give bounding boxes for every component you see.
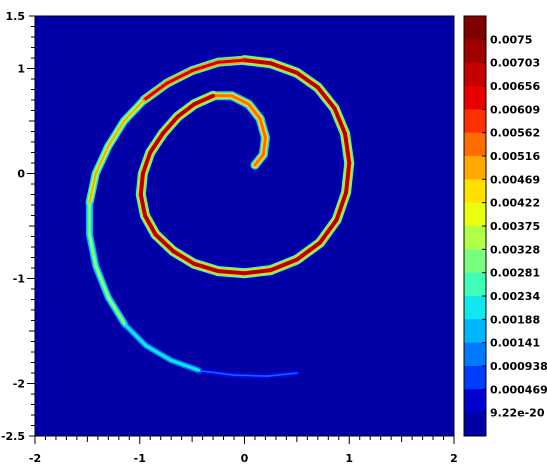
spiral-segment-core xyxy=(170,359,202,372)
spiral-segment-core xyxy=(192,93,216,107)
spiral-segment-core xyxy=(343,131,352,165)
colorbar-label: 0.00656 xyxy=(490,80,540,93)
spiral-segment-core xyxy=(344,161,352,195)
colorbar-swatch xyxy=(464,179,486,204)
spiral-segment-core xyxy=(190,60,220,73)
spiral-segment-core xyxy=(261,136,267,157)
colorbar-swatch xyxy=(464,319,486,344)
colorbar-label: 0.00141 xyxy=(490,337,540,350)
colorbar-swatch xyxy=(464,412,486,437)
colorbar-label: 9.22e-20 xyxy=(490,407,545,420)
spiral-segment-core xyxy=(171,249,197,266)
colorbar-label: 0.00188 xyxy=(490,313,540,326)
spiral-segment-core xyxy=(148,131,165,155)
colorbar-label: 0.0075 xyxy=(490,33,532,46)
x-tick-label: 2 xyxy=(450,452,458,465)
spiral-segment-core xyxy=(294,70,320,90)
spiral-segment-core xyxy=(230,94,251,106)
colorbar-label: 0.00328 xyxy=(490,243,540,256)
colorbar-label: 0.000938 xyxy=(490,360,547,373)
y-tick-label: 1 xyxy=(17,63,25,76)
spiral-segment-core xyxy=(88,172,97,204)
colorbar-label: 0.00609 xyxy=(490,103,540,116)
colorbar-swatch xyxy=(464,249,486,274)
spiral-segment-core xyxy=(294,240,322,262)
colorbar-swatch xyxy=(464,202,486,227)
spiral-segment-core xyxy=(216,58,246,64)
x-tick-label: -1 xyxy=(134,452,146,465)
spiral-segment-core xyxy=(165,69,194,85)
spiral-segment-core xyxy=(123,99,145,122)
colorbar-swatch xyxy=(464,109,486,134)
spiral-segment-core xyxy=(145,345,172,361)
plot-background xyxy=(35,16,454,436)
colorbar-label: 0.00422 xyxy=(490,197,540,210)
y-tick-label: 0 xyxy=(17,168,25,181)
colorbar-swatch xyxy=(464,366,486,390)
spiral-segment-core xyxy=(216,269,247,276)
y-tick-label: 1.5 xyxy=(6,10,26,23)
spiral-segment-core xyxy=(175,102,197,119)
spiral-segment-core xyxy=(315,85,337,111)
spiral-segment-core xyxy=(124,324,147,347)
spiral-segment-core xyxy=(258,117,267,140)
colorbar-label: 0.00516 xyxy=(490,150,540,163)
spiral-segment-core xyxy=(138,192,147,218)
colorbar-swatch xyxy=(464,226,486,250)
y-axis: 1.5 1 0 -1 -2 -2.5 xyxy=(1,10,35,443)
colorbar-swatch xyxy=(464,39,486,64)
colorbar-swatch xyxy=(464,296,486,320)
spiral-segment-core xyxy=(242,268,273,276)
colorbar-label: 0.00469 xyxy=(490,173,540,186)
spiral-segment-core xyxy=(107,120,126,148)
spiral-segment-core xyxy=(138,171,145,197)
spiral-segment-core xyxy=(153,232,176,254)
colorbar-swatch xyxy=(464,86,486,110)
spiral-segment-core xyxy=(267,372,298,377)
spiral-segment-core xyxy=(332,106,348,136)
spiral-segment-core xyxy=(160,114,180,136)
spiral-segment-core xyxy=(253,153,265,167)
colorbar-swatch xyxy=(464,389,486,414)
colorbar: 0.0075 0.00703 0.00656 0.00609 0.00562 0.0051… xyxy=(463,15,547,437)
colorbar-swatch xyxy=(464,156,486,180)
spiral-segment-core xyxy=(94,145,110,175)
spiral-segment-core xyxy=(192,261,221,274)
spiral-segment-core xyxy=(88,233,97,267)
spiral-density xyxy=(85,55,355,379)
colorbar-label: 0.00562 xyxy=(490,127,540,140)
y-tick-label: -2 xyxy=(13,378,25,391)
spiral-segment-core xyxy=(242,58,273,66)
spiral-segment-core xyxy=(142,81,169,102)
x-axis: -2 -1 0 1 2 xyxy=(29,436,458,465)
x-tick-label: 0 xyxy=(241,452,249,465)
x-tick-label: -2 xyxy=(29,452,41,465)
spiral-segment-core xyxy=(268,61,299,75)
plot-area xyxy=(34,15,455,437)
spiral-segment-core xyxy=(200,370,235,376)
spiral-segment-core xyxy=(233,374,269,377)
spiral-segment-core xyxy=(334,190,349,222)
x-tick-label: 1 xyxy=(345,452,353,465)
colorbar-label: 0.00375 xyxy=(490,220,540,233)
spiral-segment-core xyxy=(268,257,299,273)
colorbar-label: 0.00281 xyxy=(490,267,540,280)
spiral-segment-core xyxy=(140,150,153,176)
colorbar-swatch xyxy=(464,272,486,297)
colorbar-label: 0.00234 xyxy=(490,290,540,303)
colorbar-swatch xyxy=(464,62,486,87)
colorbar-label: 0.00703 xyxy=(490,57,540,70)
colorbar-swatch xyxy=(464,132,486,157)
spiral-segment-core xyxy=(142,213,158,237)
y-tick-label: -1 xyxy=(13,273,25,286)
spiral-segment-core xyxy=(107,296,126,326)
colorbar-swatch xyxy=(464,16,486,40)
spiral-segment-core xyxy=(317,217,339,245)
colorbar-label: 0.000469 xyxy=(490,383,547,396)
spiral-segment-core xyxy=(247,102,262,121)
spiral-segment-core xyxy=(95,265,109,298)
colorbar-swatch xyxy=(464,342,486,367)
y-tick-label: -2.5 xyxy=(1,430,25,443)
